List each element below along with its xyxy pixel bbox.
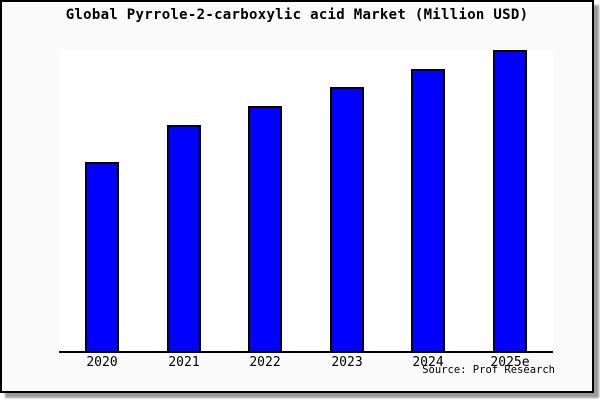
x-tick-label-2022: 2022 [249, 355, 281, 370]
bar-2023 [330, 87, 364, 351]
bar-2022 [248, 106, 282, 351]
bar-2021 [167, 125, 201, 351]
x-axis-labels: 2020 2021 2022 2023 2024 2025e [2, 355, 592, 371]
bar-2020 [85, 162, 119, 351]
chart-frame: Global Pyrrole-2-carboxylic acid Market … [0, 0, 594, 393]
x-tick-label-2023: 2023 [331, 355, 363, 370]
plot-area [59, 50, 553, 353]
chart-title: Global Pyrrole-2-carboxylic acid Market … [65, 7, 529, 23]
bar-2024 [411, 69, 445, 351]
x-tick-label-2021: 2021 [168, 355, 200, 370]
x-tick-label-2020: 2020 [86, 355, 118, 370]
x-tick-label-2024: 2024 [412, 355, 444, 370]
source-credit: Source: Prof Research [422, 364, 555, 376]
bar-2025e [493, 50, 527, 351]
x-tick-label-2025e: 2025e [490, 355, 530, 370]
